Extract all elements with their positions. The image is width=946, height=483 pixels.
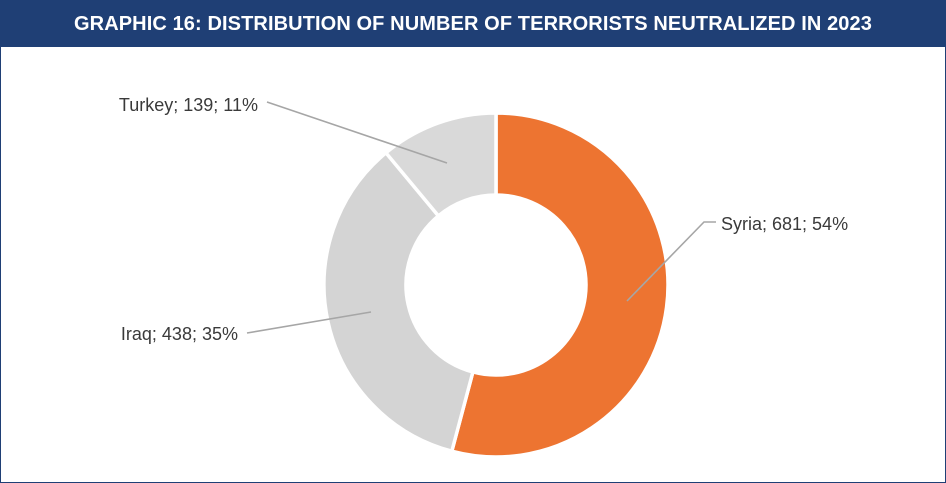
leader-line-iraq bbox=[246, 311, 372, 334]
data-label-syria: Syria; 681; 54% bbox=[721, 214, 848, 234]
title-bar: GRAPHIC 16: DISTRIBUTION OF NUMBER OF TE… bbox=[1, 1, 945, 47]
data-label-turkey: Turkey; 139; 11% bbox=[119, 95, 258, 115]
leader-line-turkey bbox=[266, 101, 448, 164]
chart-title: GRAPHIC 16: DISTRIBUTION OF NUMBER OF TE… bbox=[74, 12, 872, 35]
leader-line-syria bbox=[626, 221, 716, 302]
slice-syria bbox=[450, 111, 670, 459]
leader-lines bbox=[246, 101, 716, 334]
data-labels: Syria; 681; 54% Iraq; 438; 35% Turkey; 139… bbox=[119, 95, 848, 344]
slice-turkey bbox=[384, 111, 498, 218]
donut-slices bbox=[322, 111, 670, 459]
donut-chart: Syria; 681; 54% Iraq; 438; 35% Turkey; 139… bbox=[119, 95, 848, 459]
slice-iraq bbox=[322, 151, 475, 453]
data-label-iraq: Iraq; 438; 35% bbox=[121, 324, 238, 344]
